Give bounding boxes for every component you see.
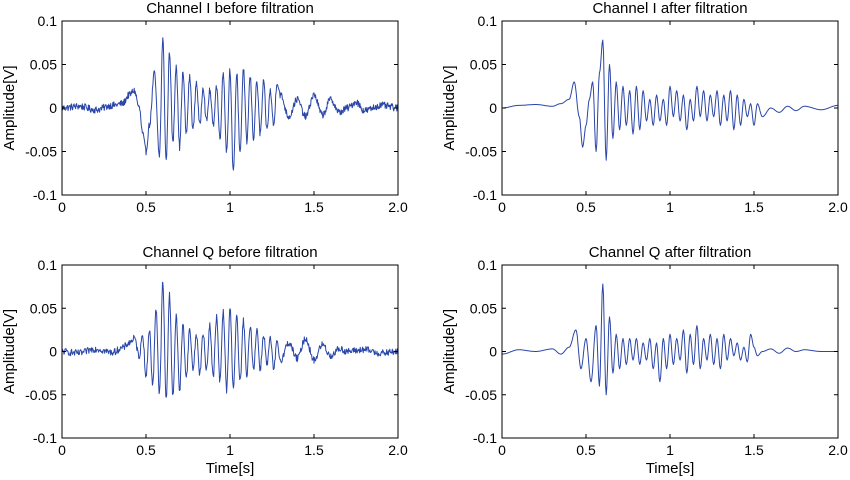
chart-title: Channel Q after filtration bbox=[589, 244, 752, 261]
y-tick-label: 0 bbox=[49, 344, 57, 360]
y-tick-label: -0.1 bbox=[33, 430, 57, 446]
x-tick-label: 1 bbox=[666, 442, 674, 458]
x-tick-label: 1.5 bbox=[744, 199, 764, 215]
chart-title: Channel I after filtration bbox=[592, 0, 747, 17]
signal-trace bbox=[502, 39, 838, 161]
y-tick-label: 0.05 bbox=[30, 300, 57, 316]
y-axis-label: Amplitude[V] bbox=[441, 309, 458, 394]
y-tick-label: 0.1 bbox=[38, 257, 58, 273]
chart-title: Channel Q before filtration bbox=[142, 244, 317, 261]
y-tick-label: 0.1 bbox=[38, 13, 58, 29]
x-tick-label: 0 bbox=[498, 442, 506, 458]
y-tick-label: 0.05 bbox=[30, 57, 57, 73]
x-tick-label: 0 bbox=[58, 199, 66, 215]
y-tick-label: -0.05 bbox=[465, 144, 497, 160]
chart-panel-3: 0 0.5 1 1.5 2.0 0.1 0.05 0 -0.05 -0.1 Channel Q be… bbox=[1, 244, 408, 477]
y-tick-label: -0.05 bbox=[25, 387, 57, 403]
signal-trace bbox=[61, 37, 399, 171]
x-tick-label: 2.0 bbox=[828, 199, 848, 215]
y-tick-label: -0.05 bbox=[465, 387, 497, 403]
y-tick-label: 0.1 bbox=[478, 257, 498, 273]
x-axis-label: Time[s] bbox=[646, 460, 695, 477]
x-tick-label: 2.0 bbox=[388, 442, 408, 458]
chart-panel-4: 0 0.5 1 1.5 2.0 0.1 0.05 0 -0.05 -0.1 Channel Q af… bbox=[441, 244, 848, 477]
y-tick-label: 0 bbox=[489, 100, 497, 116]
x-tick-label: 0 bbox=[498, 199, 506, 215]
y-axis-label: Amplitude[V] bbox=[1, 65, 18, 150]
signal-trace bbox=[61, 281, 399, 398]
y-axis-label: Amplitude[V] bbox=[441, 65, 458, 150]
x-tick-label: 1.5 bbox=[744, 442, 764, 458]
x-tick-label: 0.5 bbox=[576, 199, 596, 215]
y-tick-label: 0 bbox=[489, 344, 497, 360]
chart-title: Channel I before filtration bbox=[146, 0, 314, 17]
chart-panel-2: 0 0.5 1 1.5 2.0 0.1 0.05 0 -0.05 -0.1 Channel I af… bbox=[441, 0, 848, 215]
x-tick-label: 1.5 bbox=[304, 199, 324, 215]
y-tick-label: 0.1 bbox=[478, 13, 498, 29]
y-axis-label: Amplitude[V] bbox=[1, 309, 18, 394]
x-tick-label: 2.0 bbox=[828, 442, 848, 458]
x-tick-label: 1 bbox=[226, 199, 234, 215]
axes-box bbox=[501, 20, 839, 196]
y-tick-label: 0 bbox=[49, 100, 57, 116]
x-tick-label: 0.5 bbox=[136, 199, 156, 215]
y-tick-label: -0.05 bbox=[25, 144, 57, 160]
signal-trace bbox=[502, 283, 838, 396]
x-tick-label: 0.5 bbox=[576, 442, 596, 458]
x-tick-label: 0.5 bbox=[136, 442, 156, 458]
x-tick-label: 1.5 bbox=[304, 442, 324, 458]
y-tick-label: -0.1 bbox=[33, 187, 57, 203]
y-tick-label: 0.05 bbox=[470, 57, 497, 73]
x-tick-label: 1 bbox=[226, 442, 234, 458]
y-tick-label: -0.1 bbox=[473, 187, 497, 203]
x-tick-label: 2.0 bbox=[388, 199, 408, 215]
x-tick-label: 0 bbox=[58, 442, 66, 458]
axes-box bbox=[501, 264, 839, 439]
chart-panel-1: 0 0.5 1 1.5 2.0 0.1 0.05 0 -0.05 -0.1 Channel I be… bbox=[1, 0, 408, 215]
x-tick-label: 1 bbox=[666, 199, 674, 215]
y-tick-label: -0.1 bbox=[473, 430, 497, 446]
y-tick-label: 0.05 bbox=[470, 300, 497, 316]
x-axis-label: Time[s] bbox=[206, 460, 255, 477]
